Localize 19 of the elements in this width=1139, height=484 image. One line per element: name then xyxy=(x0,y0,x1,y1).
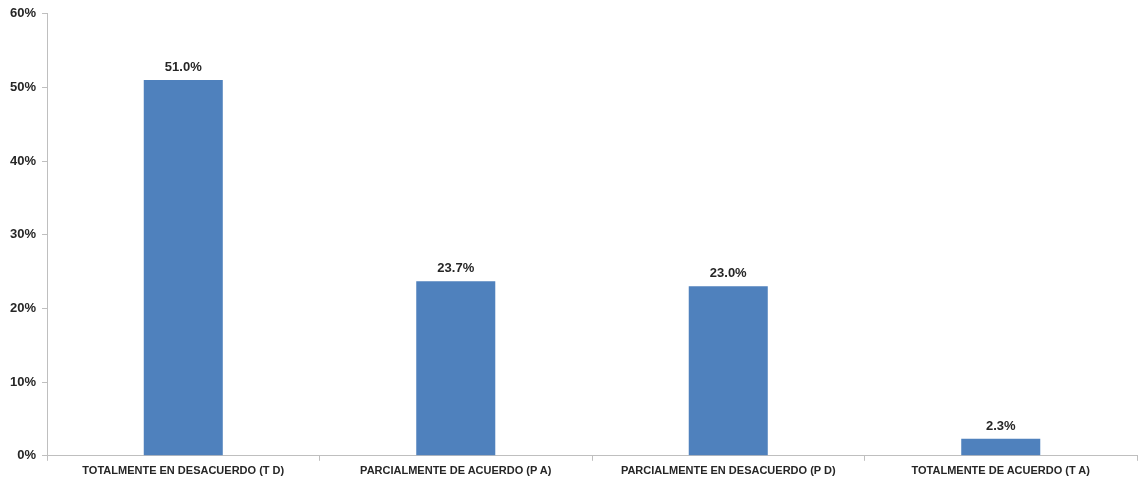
data-label: 23.7% xyxy=(437,260,475,276)
data-label: 23.0% xyxy=(709,265,748,281)
y-tick-label: 40% xyxy=(9,152,37,168)
x-tick-label: TOTALMENTE EN DESACUERDO (T D) xyxy=(82,464,285,477)
x-tick-label: TOTALMENTE DE ACUERDO (T A) xyxy=(911,464,1091,477)
y-tick-label: 60% xyxy=(9,5,37,21)
x-tick-label: PARCIALMENTE DE ACUERDO (P A) xyxy=(360,464,552,477)
bar xyxy=(961,438,1041,456)
data-label: 2.3% xyxy=(985,417,1016,433)
y-tick-label: 30% xyxy=(9,226,37,242)
bar xyxy=(688,286,768,456)
y-tick-label: 10% xyxy=(9,373,37,389)
y-tick-label: 50% xyxy=(9,79,37,95)
bar xyxy=(143,80,223,456)
x-tick-label: PARCIALMENTE EN DESACUERDO (P D) xyxy=(620,464,836,477)
y-tick-label: 0% xyxy=(17,447,37,463)
bar xyxy=(416,281,496,456)
data-label: 51.0% xyxy=(164,59,203,75)
y-tick-label: 20% xyxy=(9,300,37,316)
